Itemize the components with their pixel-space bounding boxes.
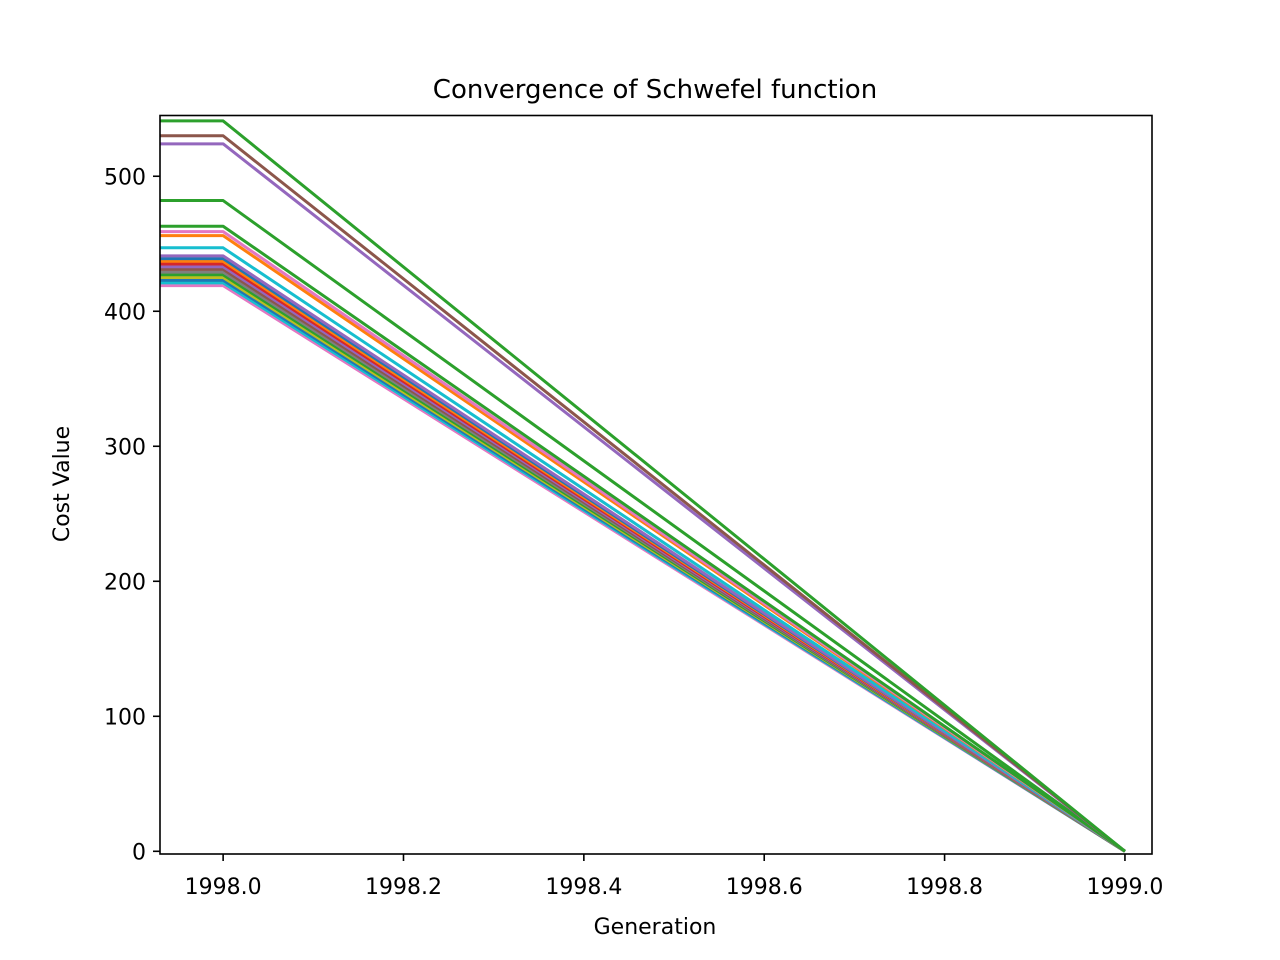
series-line-17 bbox=[160, 199, 1126, 853]
series-lines bbox=[160, 119, 1126, 853]
x-tick-label: 1998.4 bbox=[545, 875, 622, 900]
x-tick-label: 1998.0 bbox=[185, 875, 262, 900]
series-line-18 bbox=[160, 142, 1126, 853]
x-tick-label: 1999.0 bbox=[1086, 875, 1163, 900]
y-tick-label: 300 bbox=[104, 435, 146, 460]
plot-frame bbox=[159, 114, 1153, 855]
x-axis-ticks: 1998.0 1998.2 1998.4 1998.6 1998.8 1999.0 bbox=[185, 854, 1163, 900]
y-axis-ticks: 0 100 200 300 400 500 bbox=[104, 165, 160, 865]
x-tick-label: 1998.6 bbox=[726, 875, 803, 900]
x-tick-label: 1998.8 bbox=[906, 875, 983, 900]
y-tick-label: 100 bbox=[104, 705, 146, 730]
series-line-19 bbox=[160, 134, 1126, 853]
series-line-13 bbox=[160, 246, 1126, 853]
y-tick-label: 200 bbox=[104, 570, 146, 595]
x-axis-label: Generation bbox=[594, 915, 717, 940]
y-tick-label: 0 bbox=[132, 840, 146, 865]
series-line-16 bbox=[160, 224, 1126, 853]
series-line-20 bbox=[160, 119, 1126, 853]
y-tick-label: 500 bbox=[104, 165, 146, 190]
series-line-12 bbox=[160, 254, 1126, 853]
x-tick-label: 1998.2 bbox=[365, 875, 442, 900]
chart-title: Convergence of Schwefel function bbox=[433, 75, 877, 105]
y-axis-label: Cost Value bbox=[50, 426, 75, 542]
y-tick-label: 400 bbox=[104, 300, 146, 325]
